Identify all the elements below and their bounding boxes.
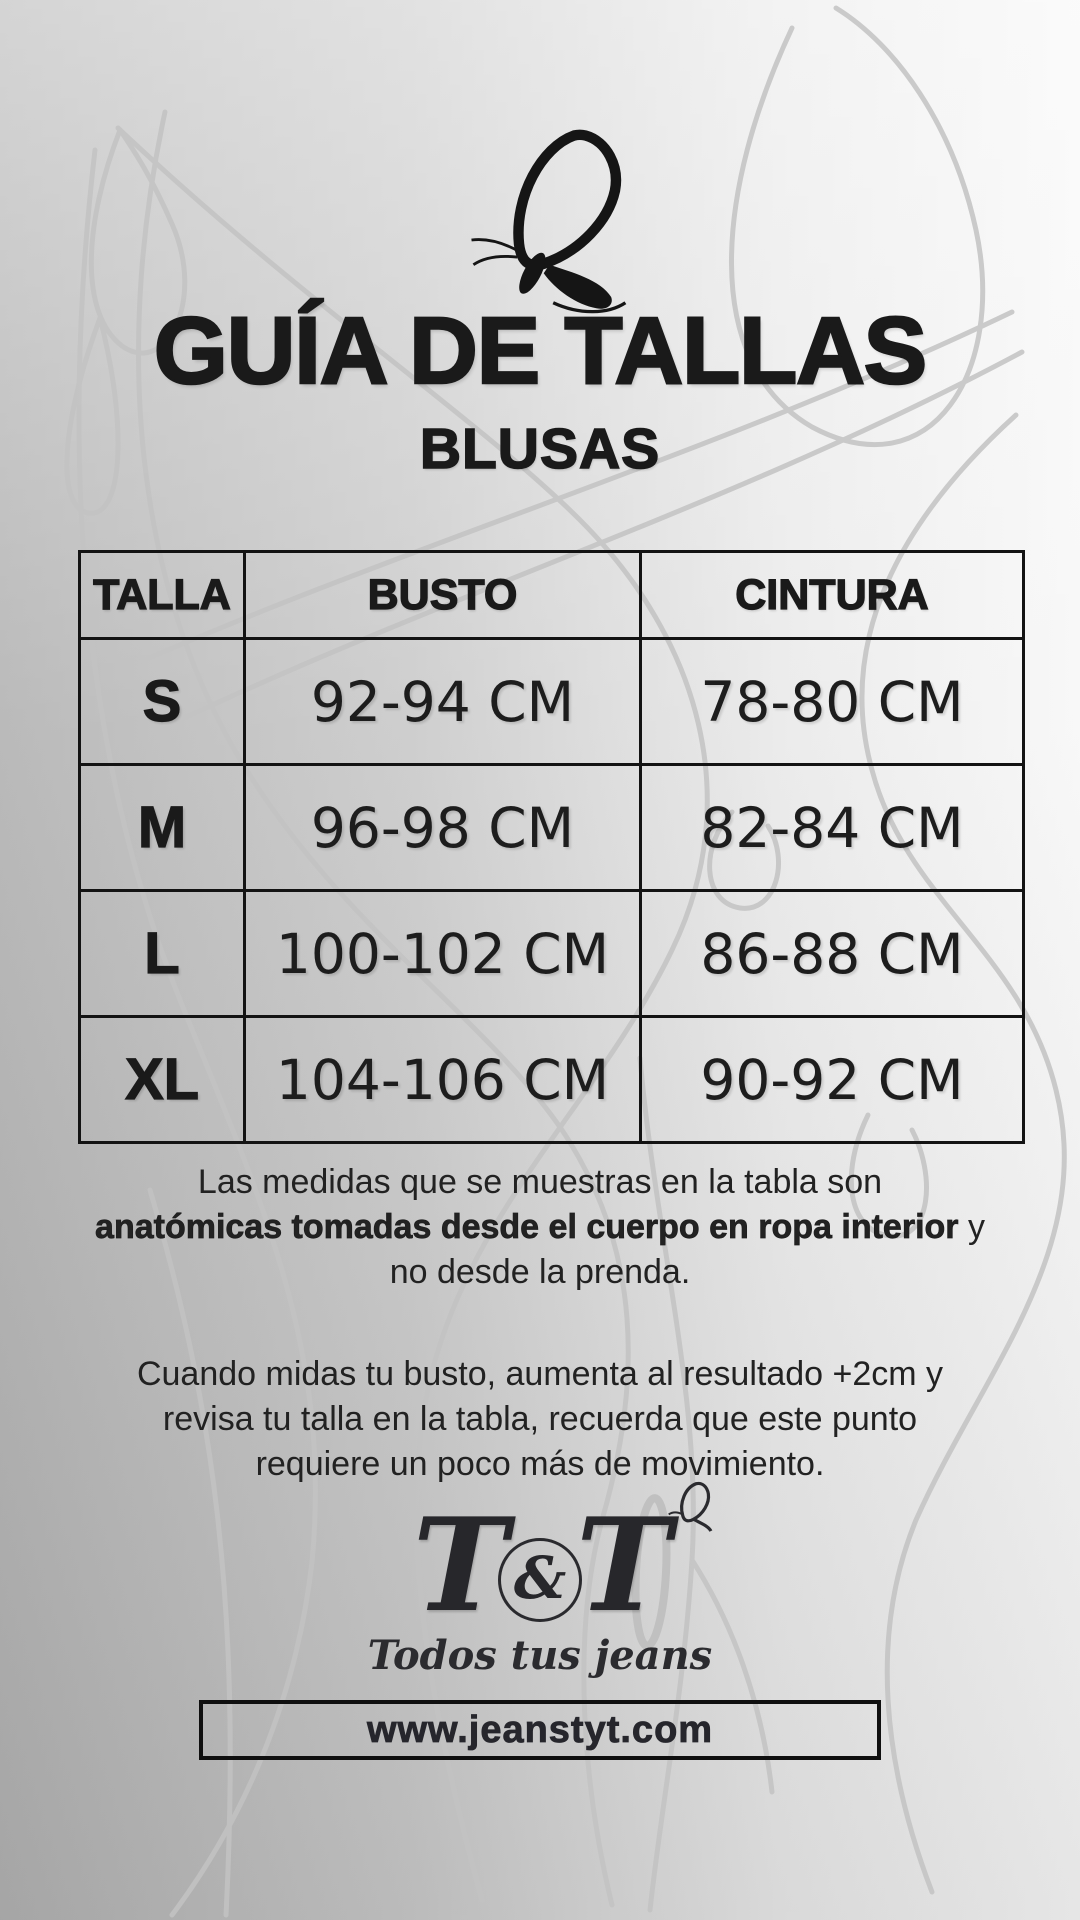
brand-logo: T &T Todos tus jeans <box>0 1481 1080 1692</box>
size-label: L <box>78 889 246 1018</box>
logo-letter-t: T <box>576 1491 671 1641</box>
table-row: M 96-98 CM 82-84 CM <box>78 763 1025 892</box>
logo-ampersand: & <box>498 1538 582 1622</box>
note-line: requiere un poco más de movimiento. <box>255 1445 825 1484</box>
website-bar: www.jeanstyt.com <box>199 1700 881 1760</box>
note-line: Cuando midas tu busto, aumenta al result… <box>136 1355 944 1393</box>
note-line: no desde la prenda. <box>389 1253 691 1292</box>
logo-letter-t: T <box>412 1491 508 1641</box>
size-label: S <box>78 637 246 766</box>
busto-value: 100-102 CM <box>243 889 642 1018</box>
header-talla: TALLA <box>78 550 246 640</box>
brand-tagline: Todos tus jeans <box>367 1632 713 1679</box>
table-header-row: TALLA BUSTO CINTURA <box>78 550 1025 640</box>
cintura-value: 78-80 CM <box>639 637 1025 766</box>
note-line: revisa tu talla en la tabla, recuerda qu… <box>162 1400 918 1439</box>
busto-value: 92-94 CM <box>243 637 642 766</box>
measurement-note: Las medidas que se muestras en la tabla … <box>80 1160 1000 1296</box>
busto-value: 104-106 CM <box>243 1015 642 1144</box>
table-row: L 100-102 CM 86-88 CM <box>78 889 1025 1018</box>
size-label: M <box>78 763 246 892</box>
page-subtitle: BLUSAS <box>419 416 661 482</box>
brand-mark: T &T <box>413 1481 713 1630</box>
butterfly-icon <box>471 129 627 314</box>
size-label: XL <box>78 1015 246 1144</box>
table-row: S 92-94 CM 78-80 CM <box>78 637 1025 766</box>
header-cintura: CINTURA <box>639 550 1025 640</box>
note-line: Las medidas que se muestras en la tabla … <box>197 1163 883 1201</box>
cintura-value: 86-88 CM <box>639 889 1025 1018</box>
bust-measure-tip: Cuando midas tu busto, aumenta al result… <box>80 1352 1000 1488</box>
cintura-value: 90-92 CM <box>639 1015 1025 1144</box>
note-tail-text: y <box>958 1208 985 1247</box>
website-url: www.jeanstyt.com <box>366 1708 714 1751</box>
size-table: TALLA BUSTO CINTURA S 92-94 CM 78-80 CM … <box>78 550 1025 1144</box>
cintura-value: 82-84 CM <box>639 763 1025 892</box>
table-row: XL 104-106 CM 90-92 CM <box>78 1015 1025 1144</box>
note-bold-text: anatómicas tomadas desde el cuerpo en ro… <box>95 1208 959 1247</box>
page-title: GUÍA DE TALLAS <box>153 298 929 404</box>
busto-value: 96-98 CM <box>243 763 642 892</box>
note-line: anatómicas tomadas desde el cuerpo en ro… <box>80 1205 1000 1250</box>
butterfly-small-icon <box>668 1481 713 1532</box>
header-busto: BUSTO <box>243 550 642 640</box>
